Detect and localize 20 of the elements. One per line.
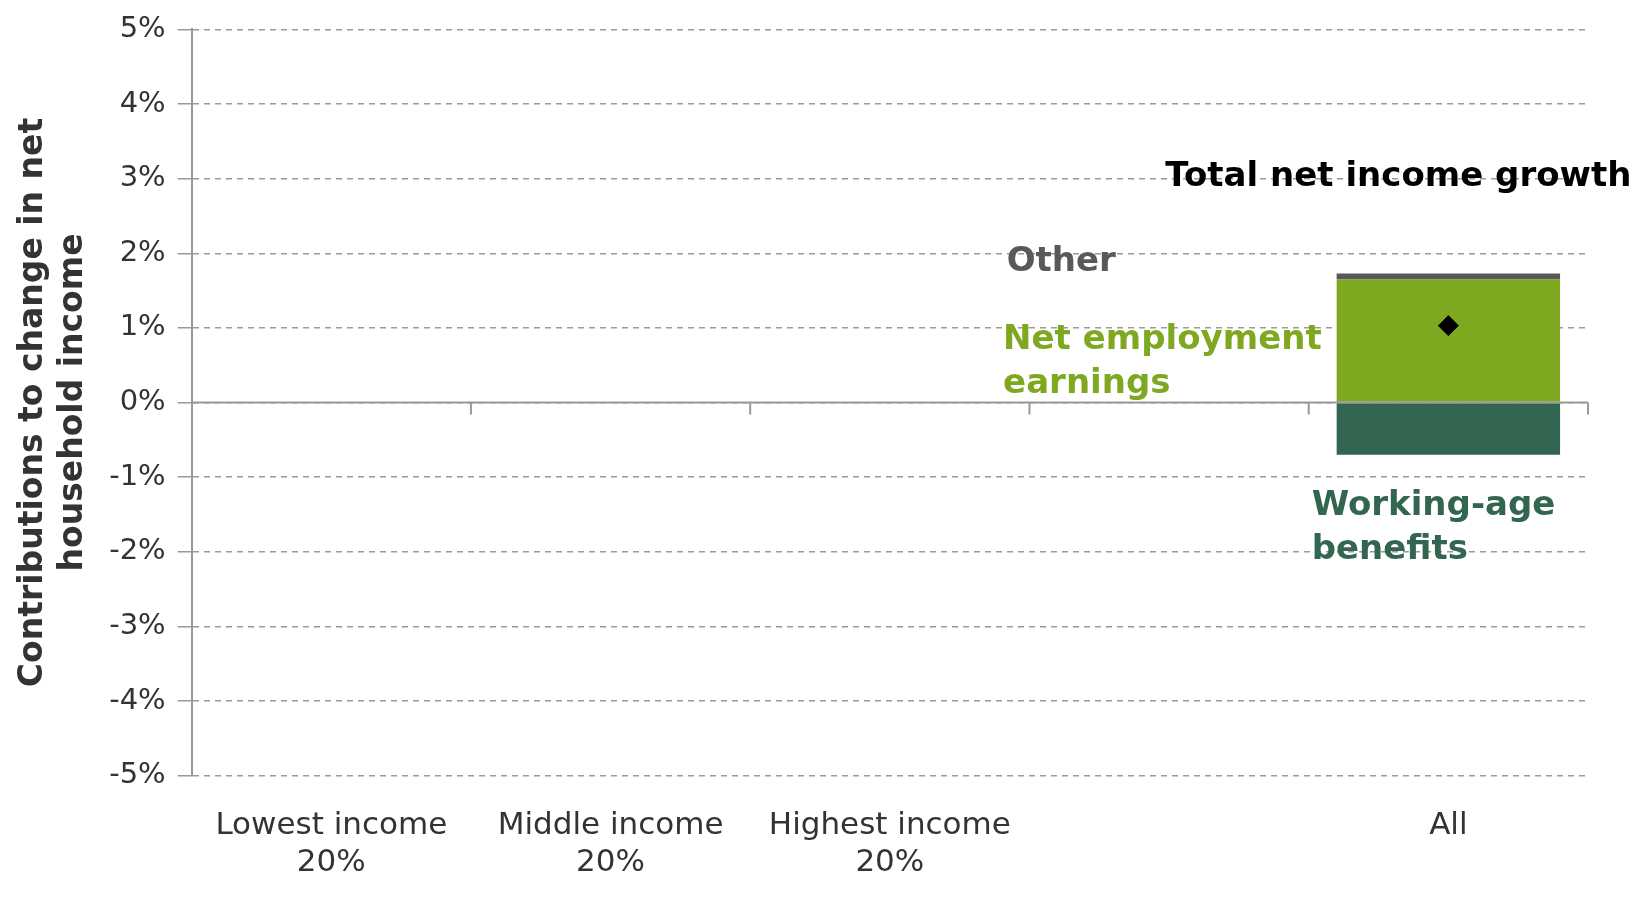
x-tick-label: Lowest income 20% <box>215 805 448 879</box>
x-tick-label: All <box>1429 805 1468 842</box>
text: Other <box>1006 239 1117 280</box>
y-tick-label: -1% <box>109 457 166 492</box>
y-tick-label: 3% <box>119 159 166 194</box>
x-tick-label: Middle income 20% <box>497 805 724 879</box>
y-tick-label: 2% <box>119 233 166 268</box>
y-tick-label: -2% <box>109 532 166 567</box>
series-label: Net employment earnings <box>1003 317 1322 402</box>
text: Total net income growth <box>1165 153 1632 194</box>
y-tick-label: 0% <box>119 383 166 418</box>
y-tick-label: 4% <box>119 84 166 119</box>
y-tick-label: -4% <box>109 681 166 716</box>
series-label: Working-age benefits <box>1311 482 1556 567</box>
y-tick-label: 1% <box>119 308 166 343</box>
y-axis-title: Contributions to change in net household income <box>11 117 90 688</box>
y-tick-label: 5% <box>119 9 166 44</box>
y-tick-label: -5% <box>109 756 166 791</box>
y-tick-label: -3% <box>109 606 166 641</box>
x-tick-label: Highest income 20% <box>768 805 1011 879</box>
